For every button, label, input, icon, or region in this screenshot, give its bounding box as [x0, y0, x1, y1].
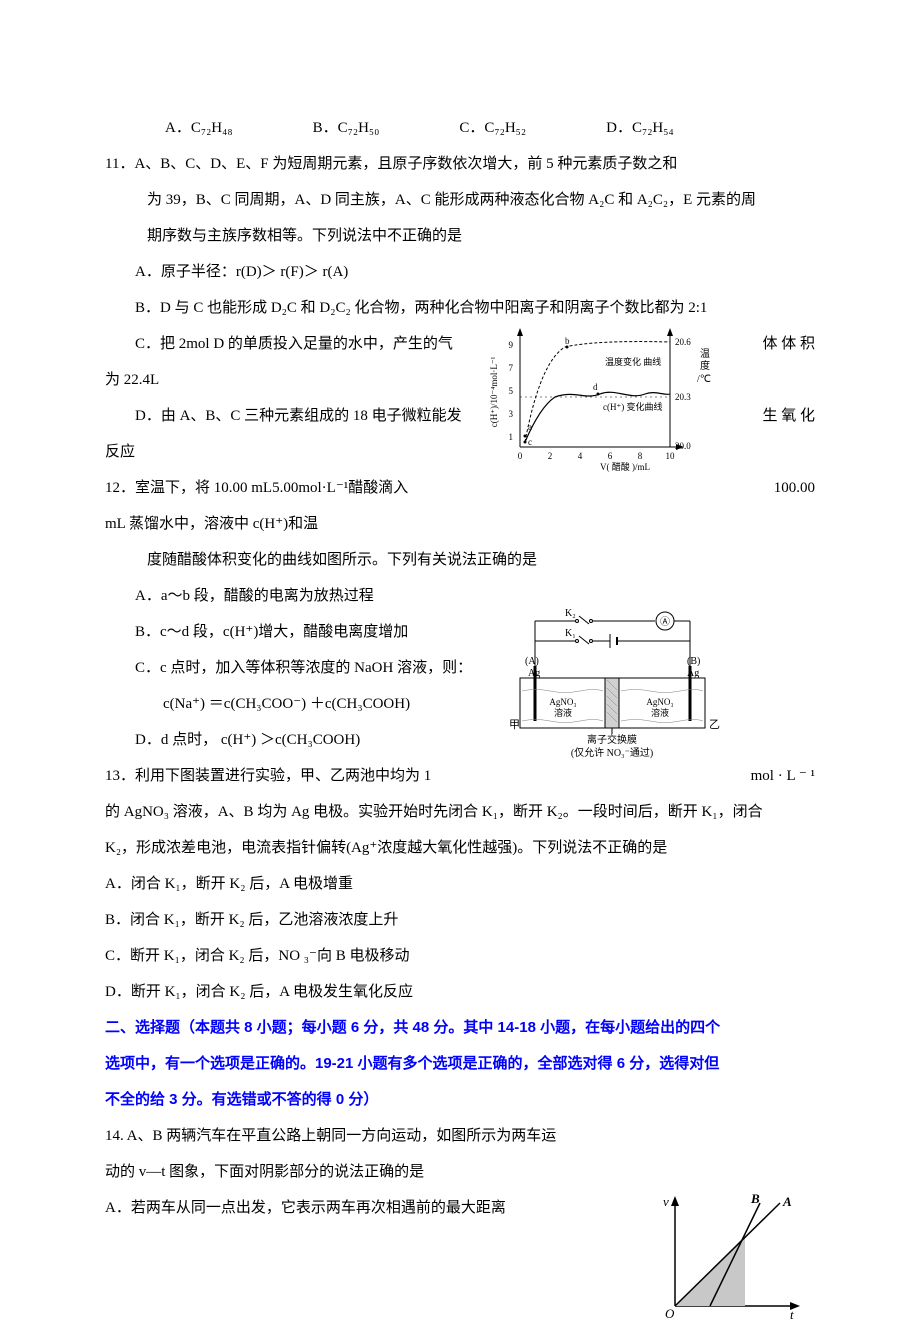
b-label: (B): [687, 656, 700, 667]
xlabel: V( 醋酸 )/mL: [600, 461, 650, 472]
k1-label: K₁: [565, 628, 576, 639]
sol-r2: 溶液: [651, 707, 669, 718]
q13-opt-c: C．断开 K₁，闭合 K₂ 后，NO ₃⁻向 B 电极移动: [105, 938, 815, 974]
ytick-9: 9: [509, 340, 514, 350]
pt-d: d: [593, 382, 598, 392]
q12-stem-3: 度随醋酸体积变化的曲线如图所示。下列有关说法正确的是: [105, 542, 815, 578]
rlabel1: 温: [700, 348, 710, 360]
a-label: (A): [525, 656, 539, 667]
q11-opt-c-right: 体 体 积: [762, 326, 815, 362]
solid-label: c(H⁺) 变化曲线: [603, 401, 663, 412]
dot-c: [524, 441, 527, 444]
q11-opt-d-left: D．由 A、B、C 三种元素组成的 18 电子微粒能发: [135, 398, 462, 434]
rtick-206: 20.6: [675, 337, 691, 347]
q11-opt-b: B．D 与 C 也能形成 D₂C 和 D₂C₂ 化合物，两种化合物中阳离子和阴离…: [105, 290, 815, 326]
q11-stem-3: 期序数与主族序数相等。下列说法中不正确的是: [105, 218, 815, 254]
q12-stem-1-left: 12．室温下，将 10.00 mL5.00mol·L⁻¹醋酸滴入: [105, 470, 408, 506]
q13-stem-1-right: mol · L ⁻ ¹: [751, 758, 815, 794]
q12-optb-row: B．c～d 段，c(H⁺)增大，醋酸电离度增加 K₂ Ⓐ K₁: [105, 614, 815, 650]
q11-optc-row: C．把 2mol D 的单质投入足量的水中，产生的气 体 体 积 1 3 5 7…: [105, 326, 815, 362]
ytick-3: 3: [509, 409, 514, 419]
q10-opt-c: C．C₇₂H₅₂: [459, 110, 526, 146]
q14-block: 14. A、B 两辆汽车在平直公路上朝同一方向运动，如图所示为两车运 动的 v—…: [105, 1118, 815, 1226]
pt-c: c: [528, 437, 532, 447]
xtick-2: 2: [548, 451, 553, 461]
q12-stem-1-right: 100.00: [774, 470, 815, 506]
ytick-7: 7: [509, 363, 514, 373]
rlabel2: 度: [700, 359, 710, 372]
q13-opt-d: D．断开 K₁，闭合 K₂ 后，A 电极发生氧化反应: [105, 974, 815, 1010]
xtick-4: 4: [578, 451, 583, 461]
q13-opt-b: B．闭合 K₁，断开 K₂ 后，乙池溶液浓度上升: [105, 902, 815, 938]
xtick-6: 6: [608, 451, 613, 461]
caption2: (仅允许 NO₃⁻通过): [571, 746, 653, 759]
q13-stem-3: K₂，形成浓差电池，电流表指针偏转(Ag⁺浓度越大氧化性越强)。下列说法不正确的…: [105, 830, 815, 866]
xtick-10: 10: [666, 451, 676, 461]
ylabel: c(H⁺)/10⁻⁴mol·L⁻¹: [489, 356, 499, 427]
q14-stem-2: 动的 v—t 图象，下面对阴影部分的说法正确的是: [105, 1154, 815, 1190]
sol-l2: 溶液: [554, 707, 572, 718]
q12-stem-1: 12．室温下，将 10.00 mL5.00mol·L⁻¹醋酸滴入 100.00: [105, 470, 815, 506]
ytick-1: 1: [509, 432, 514, 442]
q13-stem-2: 的 AgNO₃ 溶液，A、B 均为 Ag 电极。实验开始时先闭合 K₁，断开 K…: [105, 794, 815, 830]
dot-b: [566, 346, 569, 349]
vt-graph: v O t A B: [655, 1191, 805, 1326]
electrochemistry-apparatus: K₂ Ⓐ K₁ (A) (B) Ag Ag: [495, 606, 725, 766]
xtick-8: 8: [638, 451, 643, 461]
q10-options: A．C₇₂H₄₈ B．C₇₂H₅₀ C．C₇₂H₅₂ D．C₇₂H₅₄: [105, 110, 815, 146]
ytick-5: 5: [509, 386, 514, 396]
q11-opt-d-right: 生 氧 化: [762, 398, 815, 434]
sol-r1: AgNO₃: [646, 697, 673, 707]
vt-ylabel: v: [663, 1194, 669, 1209]
dashed-label: 温度变化 曲线: [605, 356, 661, 367]
yi-label: 乙: [709, 718, 720, 731]
q12-stem-2: mL 蒸馏水中，溶液中 c(H⁺)和温: [105, 506, 815, 542]
rtick-203: 20.3: [675, 392, 691, 402]
rlabel3: /℃: [697, 374, 711, 385]
jia-label: 甲: [509, 719, 520, 731]
vt-xlabel: t: [790, 1307, 794, 1322]
q11-stem-1: 11．A、B、C、D、E、F 为短周期元素，且原子序数依次增大，前 5 种元素质…: [105, 146, 815, 182]
vt-b-label: B: [750, 1191, 760, 1206]
q14-stem-1: 14. A、B 两辆汽车在平直公路上朝同一方向运动，如图所示为两车运: [105, 1118, 815, 1154]
caption1: 离子交换膜: [587, 733, 637, 746]
vt-a-label: A: [782, 1194, 792, 1209]
q10-opt-a: A．C₇₂H₄₈: [165, 110, 233, 146]
sol-l1: AgNO₃: [549, 697, 576, 707]
rtick-200: 20.0: [675, 441, 691, 451]
section2-l1: 二、选择题（本题共 8 小题；每小题 6 分，共 48 分。其中 14-18 小…: [105, 1010, 815, 1046]
q13-stem-1-left: 13．利用下图装置进行实验，甲、乙两池中均为 1: [105, 758, 431, 794]
section2-l3: 不全的给 3 分。有选错或不答的得 0 分）: [105, 1082, 815, 1118]
acetic-acid-graph: 1 3 5 7 9 0 2 4 6 8 10 20.0 20.3 20.6 a …: [485, 322, 715, 472]
q11-opt-c-text: C．把 2mol D 的单质投入足量的水中，产生的气: [135, 326, 453, 362]
pt-b: b: [565, 336, 570, 346]
q11-stem-2: 为 39，B、C 同周期，A、D 同主族，A、C 能形成两种液态化合物 A₂C …: [105, 182, 815, 218]
pt-a: a: [528, 422, 532, 432]
exam-page: A．C₇₂H₄₈ B．C₇₂H₅₀ C．C₇₂H₅₂ D．C₇₂H₅₄ 11．A…: [0, 0, 920, 1286]
ammeter-label: Ⓐ: [660, 616, 670, 628]
dot-d: [597, 393, 600, 396]
membrane: [605, 678, 619, 728]
q10-opt-b: B．C₇₂H₅₀: [313, 110, 380, 146]
vt-olabel: O: [665, 1306, 675, 1321]
q11-opt-a: A．原子半径：r(D)＞ r(F)＞ r(A): [105, 254, 815, 290]
xtick-0: 0: [518, 451, 523, 461]
q13-opt-a: A．闭合 K₁，断开 K₂ 后，A 电极增重: [105, 866, 815, 902]
q10-opt-d: D．C₇₂H₅₄: [606, 110, 674, 146]
k2-label: K₂: [565, 608, 576, 619]
dot-a: [524, 435, 527, 438]
section2-l2: 选项中，有一个选项是正确的。19-21 小题有多个选项是正确的，全部选对得 6 …: [105, 1046, 815, 1082]
